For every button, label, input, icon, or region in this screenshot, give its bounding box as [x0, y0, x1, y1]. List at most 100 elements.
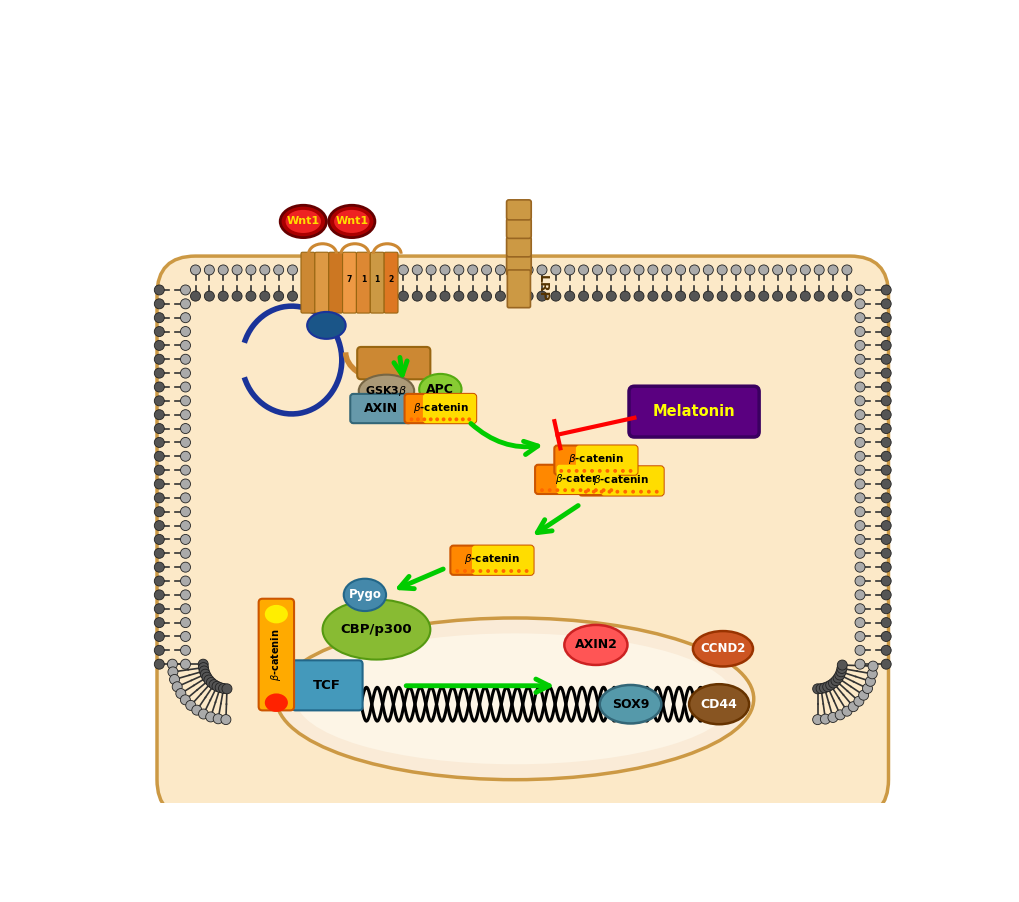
FancyBboxPatch shape: [350, 394, 412, 423]
Circle shape: [836, 667, 846, 676]
Circle shape: [232, 291, 242, 301]
Circle shape: [837, 664, 846, 674]
Ellipse shape: [265, 605, 287, 623]
Circle shape: [342, 291, 353, 301]
Circle shape: [180, 590, 191, 600]
Circle shape: [716, 291, 727, 301]
FancyBboxPatch shape: [157, 256, 888, 818]
Circle shape: [880, 520, 891, 530]
Circle shape: [370, 291, 380, 301]
Circle shape: [854, 562, 864, 572]
Circle shape: [646, 490, 650, 493]
FancyBboxPatch shape: [472, 546, 533, 575]
Circle shape: [880, 548, 891, 558]
Circle shape: [180, 659, 191, 669]
Ellipse shape: [322, 600, 430, 659]
Text: $\beta$-catenin: $\beta$-catenin: [464, 552, 520, 566]
Circle shape: [550, 265, 560, 275]
FancyBboxPatch shape: [356, 253, 370, 313]
Circle shape: [199, 663, 208, 673]
FancyBboxPatch shape: [291, 660, 362, 711]
Circle shape: [315, 265, 325, 275]
Circle shape: [815, 684, 825, 694]
Circle shape: [168, 667, 177, 676]
Circle shape: [167, 659, 177, 669]
Circle shape: [620, 265, 630, 275]
Circle shape: [246, 291, 256, 301]
Ellipse shape: [689, 685, 748, 724]
Circle shape: [661, 291, 672, 301]
Circle shape: [605, 469, 608, 473]
Ellipse shape: [276, 618, 753, 779]
Circle shape: [441, 418, 445, 421]
Circle shape: [854, 424, 864, 434]
Circle shape: [880, 285, 891, 295]
Circle shape: [468, 291, 477, 301]
Circle shape: [301, 265, 311, 275]
Circle shape: [154, 562, 164, 572]
Text: $\beta$-cater: $\beta$-cater: [554, 472, 597, 485]
Circle shape: [180, 507, 191, 517]
Circle shape: [154, 576, 164, 586]
Circle shape: [827, 678, 838, 688]
Circle shape: [461, 418, 465, 421]
Circle shape: [260, 291, 270, 301]
Circle shape: [154, 659, 164, 669]
Circle shape: [180, 299, 191, 308]
Circle shape: [661, 265, 672, 275]
Circle shape: [301, 291, 311, 301]
Circle shape: [853, 696, 863, 706]
Circle shape: [426, 291, 436, 301]
Text: Wnt1: Wnt1: [335, 216, 368, 226]
Circle shape: [287, 291, 298, 301]
Circle shape: [439, 291, 449, 301]
Circle shape: [854, 492, 864, 503]
Circle shape: [481, 291, 491, 301]
Circle shape: [180, 313, 191, 323]
Circle shape: [180, 340, 191, 350]
Circle shape: [192, 705, 202, 715]
Circle shape: [835, 710, 845, 720]
Circle shape: [410, 418, 413, 421]
Circle shape: [154, 368, 164, 378]
Text: LRP: LRP: [535, 275, 548, 302]
Circle shape: [854, 285, 864, 295]
Circle shape: [854, 603, 864, 613]
Circle shape: [536, 265, 546, 275]
Circle shape: [689, 265, 699, 275]
Circle shape: [827, 713, 838, 723]
Circle shape: [854, 340, 864, 350]
Circle shape: [199, 709, 208, 719]
Circle shape: [180, 396, 191, 406]
Circle shape: [854, 659, 864, 669]
Circle shape: [744, 291, 754, 301]
Circle shape: [605, 265, 615, 275]
Circle shape: [180, 451, 191, 461]
Circle shape: [574, 469, 578, 473]
Circle shape: [204, 675, 214, 685]
Circle shape: [215, 683, 225, 693]
Circle shape: [468, 265, 477, 275]
Circle shape: [169, 675, 179, 685]
Circle shape: [854, 534, 864, 545]
Circle shape: [175, 688, 185, 698]
FancyBboxPatch shape: [315, 253, 328, 313]
FancyBboxPatch shape: [259, 599, 293, 711]
Circle shape: [204, 291, 214, 301]
Circle shape: [180, 327, 191, 336]
Circle shape: [329, 291, 338, 301]
Ellipse shape: [599, 685, 660, 723]
Circle shape: [848, 702, 857, 712]
FancyBboxPatch shape: [535, 465, 618, 494]
Circle shape: [447, 418, 451, 421]
Circle shape: [758, 291, 768, 301]
Ellipse shape: [307, 312, 345, 339]
Circle shape: [260, 265, 270, 275]
Circle shape: [880, 659, 891, 669]
Circle shape: [716, 265, 727, 275]
Circle shape: [880, 603, 891, 613]
Circle shape: [675, 291, 685, 301]
Circle shape: [454, 569, 459, 573]
Ellipse shape: [265, 694, 287, 712]
Circle shape: [880, 313, 891, 323]
